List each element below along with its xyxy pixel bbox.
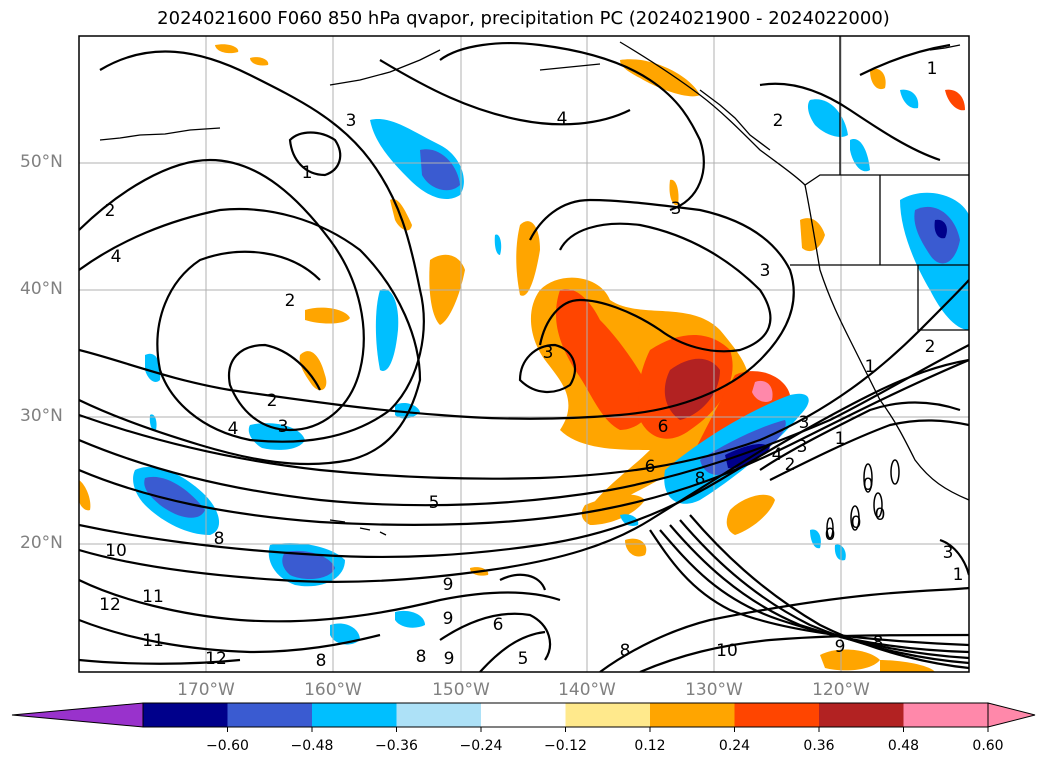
colorbar-bin (819, 703, 904, 727)
contour-label: 4 (228, 419, 239, 439)
contour-label: 0 (875, 505, 886, 525)
contour-label: 9 (443, 609, 454, 629)
colorbar-bin (312, 703, 397, 727)
colorbar (11, 702, 1036, 732)
colorbar-bin (227, 703, 313, 727)
contour-label: 0 (825, 525, 836, 545)
contour-label: 3 (278, 417, 289, 437)
contour-label: 2 (785, 455, 796, 475)
contour-label: 3 (346, 111, 357, 131)
colorbar-bin (903, 703, 989, 727)
contour-label: 12 (99, 595, 121, 615)
map-title: 2024021600 F060 850 hPa qvapor, precipit… (157, 8, 890, 29)
contour-label: 0 (851, 513, 862, 533)
lon-label-130w: 130°W (685, 680, 743, 700)
coastlines (99, 36, 969, 536)
contour-label: 5 (429, 493, 440, 513)
contour-label: 8 (695, 469, 706, 489)
contour-label: 1 (927, 59, 938, 79)
colorbar-bin (143, 703, 228, 727)
contour-label: 6 (658, 417, 669, 437)
contour-label: 5 (518, 649, 529, 669)
lat-label-40n: 40°N (20, 279, 63, 299)
contour-label: 9 (443, 575, 454, 595)
colorbar-tick-label: 0.12 (634, 738, 666, 754)
zero-contours (826, 459, 900, 539)
contour-label: 6 (493, 615, 504, 635)
lon-label-140w: 140°W (558, 680, 616, 700)
contour-label: 11 (142, 587, 164, 607)
colorbar-tick-label: −0.24 (459, 738, 503, 754)
map-area (79, 36, 969, 672)
contour-label: 3 (760, 261, 771, 281)
colorbar-tick-label: −0.36 (375, 738, 418, 754)
lon-label-150w: 150°W (432, 680, 490, 700)
colorbar-extend-high (987, 702, 1036, 728)
colorbar-bin (481, 703, 566, 727)
contour-label: 8 (416, 647, 427, 667)
contour-label: 1 (835, 429, 846, 449)
colorbar-bin (565, 703, 651, 727)
contour-label: 4 (772, 445, 783, 465)
lat-label-30n: 30°N (20, 406, 63, 426)
contour-label: 2 (105, 201, 116, 221)
contour-label: 6 (645, 457, 656, 477)
graticule (79, 36, 969, 672)
colorbar-tick-label: −0.48 (290, 738, 334, 754)
contour-label: 2 (267, 391, 278, 411)
contour-label: 4 (111, 247, 122, 267)
contour-label: 11 (142, 631, 164, 651)
colorbar-tick-label: −0.60 (206, 738, 249, 754)
contour-label: 2 (925, 337, 936, 357)
lat-label-20n: 20°N (20, 533, 63, 553)
lon-label-160w: 160°W (304, 680, 362, 700)
contour-label: 3 (797, 437, 808, 457)
contour-label: 3 (543, 343, 554, 363)
colorbar-tick-label: 0.60 (972, 738, 1004, 754)
contour-label: 3 (799, 413, 810, 433)
contour-label: 1 (302, 163, 313, 183)
contour-label: 3 (671, 199, 682, 219)
contour-label: 1 (953, 565, 964, 585)
colorbar-tick-label: 0.48 (887, 738, 920, 754)
lat-label-50n: 50°N (20, 152, 63, 172)
colorbar-bin (734, 703, 820, 727)
colorbar-tick-label: 0.36 (803, 738, 835, 754)
contour-label: 3 (943, 543, 954, 563)
contour-label: 8 (316, 651, 327, 671)
contour-label: 4 (557, 109, 568, 129)
contour-label: 8 (214, 529, 225, 549)
contour-label: 0 (863, 475, 874, 495)
contours (79, 42, 969, 672)
lon-label-170w: 170°W (177, 680, 235, 700)
colorbar-bin (396, 703, 482, 727)
colorbar-tick-label: −0.12 (544, 738, 587, 754)
contour-label: 2 (285, 291, 296, 311)
contour-label: 9 (444, 649, 455, 669)
contour-label: 10 (716, 641, 738, 661)
contour-label: 10 (105, 541, 127, 561)
contour-label: 2 (773, 111, 784, 131)
contour-label: 12 (205, 649, 227, 669)
lon-label-120w: 120°W (812, 680, 870, 700)
colorbar-tick-label: 0.24 (718, 738, 751, 754)
contour-label: 8 (873, 633, 884, 653)
contour-label: 9 (835, 637, 846, 657)
contour-label: 8 (620, 641, 631, 661)
contour-label: 1 (865, 357, 876, 377)
map-frame (78, 35, 970, 673)
colorbar-extend-low (11, 702, 144, 728)
colorbar-bin (650, 703, 735, 727)
